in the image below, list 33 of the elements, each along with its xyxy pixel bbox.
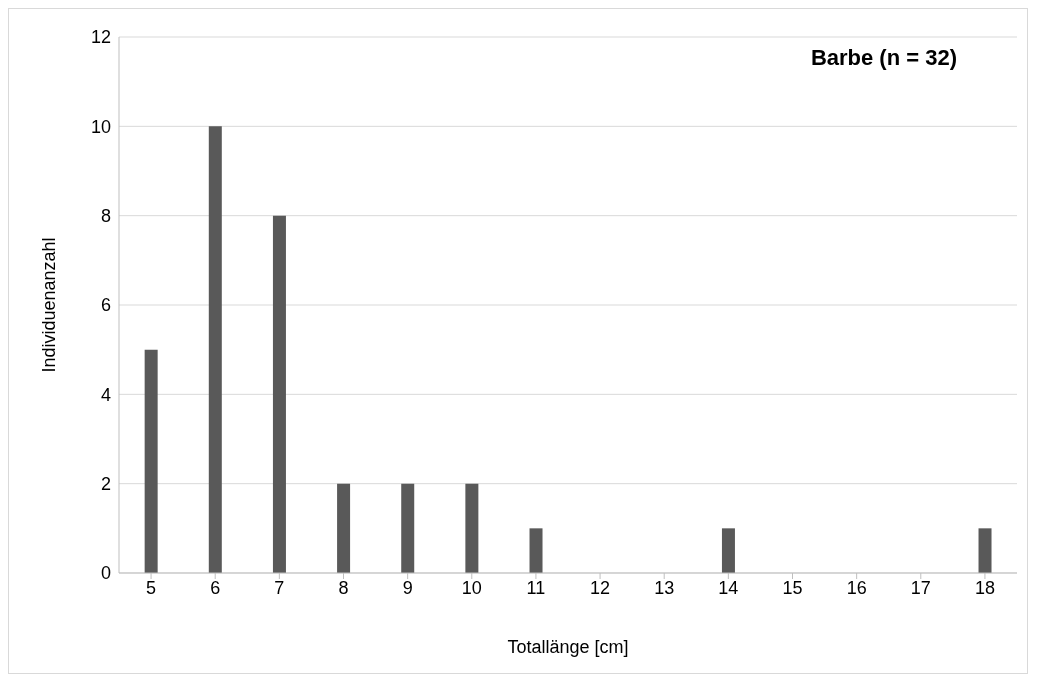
y-tick-label: 6	[100, 295, 111, 316]
bar	[465, 483, 479, 573]
y-axis-title: Individuenanzahl	[39, 237, 60, 373]
bar	[529, 528, 543, 573]
bar	[978, 528, 992, 573]
bar	[208, 126, 222, 573]
y-tick-label: 0	[100, 563, 111, 584]
x-tick-label: 16	[846, 577, 867, 598]
x-tick-label: 17	[910, 577, 931, 598]
x-tick-label: 15	[782, 577, 803, 598]
bar	[721, 528, 735, 573]
x-tick-label: 11	[526, 577, 546, 598]
y-tick-label: 10	[90, 116, 111, 137]
chart-title: Barbe (n = 32)	[810, 45, 957, 71]
x-tick-label: 14	[718, 577, 739, 598]
x-axis-title: Totallänge [cm]	[507, 637, 629, 657]
x-tick-label: 13	[654, 577, 675, 598]
x-tick-label: 18	[974, 577, 995, 598]
x-tick-label: 10	[461, 577, 482, 598]
x-tick-label: 9	[402, 577, 413, 598]
bar	[337, 483, 351, 573]
bar	[144, 349, 158, 573]
bar	[272, 215, 286, 573]
x-tick-label: 7	[274, 577, 285, 598]
y-tick-label: 12	[90, 27, 111, 48]
x-tick-label: 5	[146, 577, 157, 598]
x-tick-label: 6	[210, 577, 221, 598]
y-tick-label: 8	[100, 206, 111, 227]
x-tick-label: 12	[590, 577, 611, 598]
y-tick-label: 2	[100, 474, 111, 495]
bar	[401, 483, 415, 573]
y-tick-label: 4	[100, 384, 111, 405]
x-tick-label: 8	[338, 577, 349, 598]
